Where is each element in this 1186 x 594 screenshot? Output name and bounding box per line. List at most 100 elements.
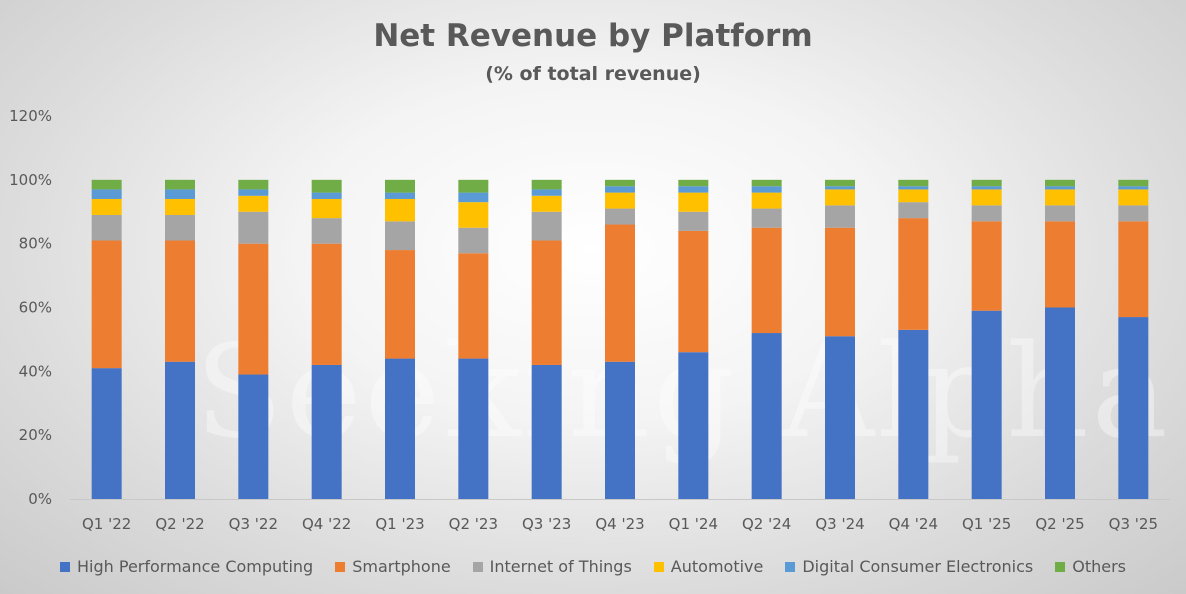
bar-segment [825, 186, 855, 190]
bar-segment [91, 368, 122, 499]
bar-segment [971, 310, 1002, 499]
bar-segment [898, 329, 929, 499]
legend-item: High Performance Computing [60, 557, 313, 576]
bar-segment [825, 179, 855, 187]
bar-segment [751, 333, 782, 499]
bar-segment [678, 179, 709, 187]
bar-segment [385, 192, 415, 199]
bar-segment [898, 202, 929, 219]
bar-segment [751, 192, 782, 209]
bar-segment [751, 208, 782, 228]
bar-segment [605, 186, 635, 193]
bar-segment [91, 198, 122, 215]
bar-segment [385, 358, 415, 499]
bar-segment [898, 186, 929, 190]
bar-segment [458, 192, 489, 203]
x-axis: Q1 '22 Q2 '22 Q3 '22 Q4 '22 Q1 '23 Q2 '23 Q3 '… [82, 515, 1158, 533]
bar-segment [678, 211, 709, 231]
bar-segment [1118, 189, 1149, 206]
legend-swatch [472, 561, 483, 572]
legend-label: High Performance Computing [77, 557, 314, 576]
bar-segment [458, 253, 489, 359]
bar-segment [898, 189, 929, 203]
bar-segment [825, 227, 855, 337]
bar-segment [971, 186, 1002, 190]
y-tick-label: 100% [9, 171, 52, 189]
x-tick-label: Q2 '25 [1035, 515, 1084, 533]
y-tick-label: 60% [19, 299, 52, 317]
bar-segment [605, 361, 635, 499]
bar-segment [531, 364, 562, 499]
bar-segment [91, 214, 122, 241]
bar-segment [1045, 205, 1075, 222]
x-tick-label: Q3 '25 [1109, 515, 1158, 533]
bar-segment [311, 198, 342, 219]
x-tick-label: Q1 '22 [82, 515, 131, 533]
legend-swatch [335, 561, 346, 572]
bar-segment [678, 352, 709, 499]
bar-segment [605, 224, 635, 362]
legend-label: Others [1072, 557, 1126, 576]
bar-segment [238, 195, 269, 212]
bar-segment [605, 208, 635, 225]
bar-segment [751, 227, 782, 334]
legend-label: Automotive [670, 557, 764, 576]
legend-swatch [653, 561, 664, 572]
bar-segment [971, 179, 1002, 187]
x-tick-label: Q1 '25 [962, 515, 1011, 533]
bar-segment [825, 336, 855, 499]
x-tick-label: Q3 '24 [815, 515, 864, 533]
bar-segment [238, 211, 269, 244]
y-tick-label: 120% [9, 107, 52, 125]
bar-segment [1118, 205, 1149, 222]
bar-segment [971, 221, 1002, 311]
x-tick-label: Q3 '22 [229, 515, 278, 533]
x-tick-label: Q3 '23 [522, 515, 571, 533]
bar-segment [1118, 221, 1149, 318]
bar-segment [531, 195, 562, 212]
legend-label: Internet of Things [489, 557, 632, 576]
legend-item: Internet of Things [472, 557, 632, 576]
bar-segment [165, 214, 195, 241]
bar-segment [1118, 179, 1149, 187]
bar-segment [238, 243, 269, 375]
bar-segment [458, 358, 489, 499]
bar-segment [165, 189, 195, 199]
x-tick-label: Q1 '24 [669, 515, 718, 533]
bar-segment [751, 179, 782, 187]
bar-segment [971, 189, 1002, 206]
legend-label: Smartphone [352, 557, 451, 576]
bar-segment [165, 179, 195, 190]
x-tick-label: Q2 '23 [449, 515, 498, 533]
legend-item: Digital Consumer Electronics [785, 557, 1033, 576]
bar-segment [238, 179, 269, 190]
bar-segment [605, 192, 635, 209]
bar-segment [531, 179, 562, 190]
bar-segment [898, 218, 929, 330]
legend-label: Digital Consumer Electronics [802, 557, 1034, 576]
bar-segment [238, 374, 269, 499]
y-tick-label: 40% [19, 362, 52, 380]
y-tick-label: 0% [28, 490, 52, 508]
bar-segment [678, 186, 709, 193]
legend-item: Others [1055, 557, 1126, 576]
bar-segment [1045, 221, 1075, 308]
bar-segment [311, 218, 342, 244]
x-tick-label: Q4 '23 [595, 515, 644, 533]
bar-segment [1045, 307, 1075, 499]
y-tick-label: 20% [19, 426, 52, 444]
bar-segment [385, 179, 415, 193]
bar-segment [1118, 317, 1149, 499]
x-tick-label: Q2 '22 [155, 515, 204, 533]
bar-segment [1045, 186, 1075, 190]
bar-segment [165, 361, 195, 499]
bar-segment [311, 243, 342, 365]
bar-segment [458, 179, 489, 193]
bar-segment [1045, 189, 1075, 206]
bar-segment [678, 230, 709, 353]
bar-segment [531, 189, 562, 196]
bar-segment [385, 221, 415, 251]
bar-segment [458, 227, 489, 254]
bar-segment [825, 189, 855, 206]
bar-segment [531, 240, 562, 365]
